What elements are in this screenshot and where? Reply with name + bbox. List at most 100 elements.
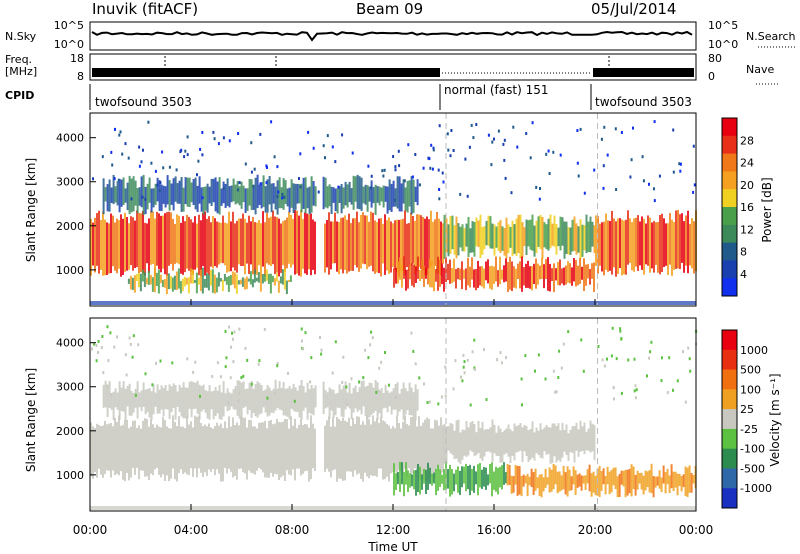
heatmap-cell [128,175,131,215]
heatmap-cell [447,469,449,489]
scatter-cell [438,197,441,201]
heatmap-cell [252,186,255,210]
heatmap-cell [300,183,303,213]
scatter-cell [653,120,656,124]
heatmap-cell [206,183,209,213]
scatter-cell [106,325,109,329]
heatmap-cell [445,461,447,490]
heatmap-cell [485,467,487,490]
heatmap-cell [547,218,550,251]
heatmap-cell [509,226,512,248]
heatmap-cell [247,278,250,282]
heatmap-cell [354,218,356,266]
heatmap-cell [228,186,231,208]
scatter-cell [266,396,269,400]
heatmap-cell [346,219,348,274]
scatter-cell [131,355,134,359]
heatmap-cell [98,425,100,469]
heatmap-cell [202,426,204,477]
heatmap-cell [364,215,366,265]
heatmap-cell [342,217,344,274]
scatter-cell [154,169,157,173]
scatter-cell [331,371,334,375]
heatmap-cell [436,420,438,469]
colorbar-swatch [722,207,737,226]
heatmap-cell [537,263,539,285]
heatmap-cell [134,420,136,475]
heatmap-cell [300,418,302,476]
scatter-cell [364,348,367,352]
scatter-cell [270,120,273,124]
heatmap-cell [497,467,499,495]
heatmap-cell [152,384,155,415]
heatmap-cell [358,387,361,411]
scatter-cell [576,161,579,165]
scatter-cell [93,342,96,346]
heatmap-cell [304,212,306,274]
nave-label: Nave [746,63,774,76]
heatmap-cell [220,392,223,420]
heatmap-cell [280,422,282,478]
colorbar-swatch [722,369,737,390]
scatter-cell [450,129,453,132]
heatmap-cell [348,382,351,409]
cpid-segment-2: normal (fast) 151 [444,83,548,97]
heatmap-cell [302,219,304,269]
heatmap-cell [392,388,395,410]
scatter-cell [130,197,133,201]
scatter-cell [224,365,227,369]
heatmap-cell [619,218,621,269]
scatter-cell [441,171,444,175]
heatmap-cell [112,426,114,471]
nsearch-tick-top: 10^5 [708,19,738,32]
scatter-cell [634,384,637,388]
heatmap-cell [174,421,176,480]
heatmap-cell [146,183,149,210]
heatmap-cell [292,383,295,411]
nsearch-tick-bottom: 10^0 [708,38,738,51]
scatter-cell [287,371,289,375]
heatmap-cell [162,185,165,204]
scatter-cell [407,143,410,147]
nsky-tick-top: 10^5 [54,19,84,32]
heatmap-cell [499,466,501,488]
heatmap-cell [158,180,161,211]
colorbar-swatch [722,224,737,244]
heatmap-cell [276,418,278,475]
heatmap-cell [142,174,145,215]
heatmap-cell [290,214,292,268]
x-tick-label: 12:00 [376,523,411,537]
heatmap-cell [104,380,107,408]
scatter-cell [431,167,434,171]
scatter-cell [642,179,645,183]
scatter-cell [516,145,519,149]
heatmap-cell [248,215,250,274]
heatmap-cell [543,222,546,248]
scatter-cell [473,338,476,342]
scatter-cell [350,377,353,381]
heatmap-cell [218,425,220,474]
colorbar-tick-label: 25 [740,403,754,416]
heatmap-cell [106,424,108,471]
heatmap-cell [505,428,508,454]
heatmap-cell [384,214,386,275]
heatmap-cell [560,475,563,491]
scatter-cell [265,164,268,168]
scatter-cell [525,132,528,135]
scatter-cell [199,394,201,398]
heatmap-cell [232,211,234,268]
heatmap-cell [533,263,535,284]
heatmap-cell [126,217,128,271]
heatmap-cell [150,391,153,420]
heatmap-cell [274,216,276,275]
scatter-cell [676,379,679,383]
heatmap-cell [491,462,493,497]
heatmap-cell [629,218,631,263]
heatmap-cell [465,268,467,291]
freq-tick-top: 18 [70,52,84,65]
heatmap-cell [538,474,541,496]
heatmap-cell [527,260,529,288]
scatter-cell [140,160,143,164]
heatmap-cell [632,466,635,489]
scatter-cell [426,401,429,404]
